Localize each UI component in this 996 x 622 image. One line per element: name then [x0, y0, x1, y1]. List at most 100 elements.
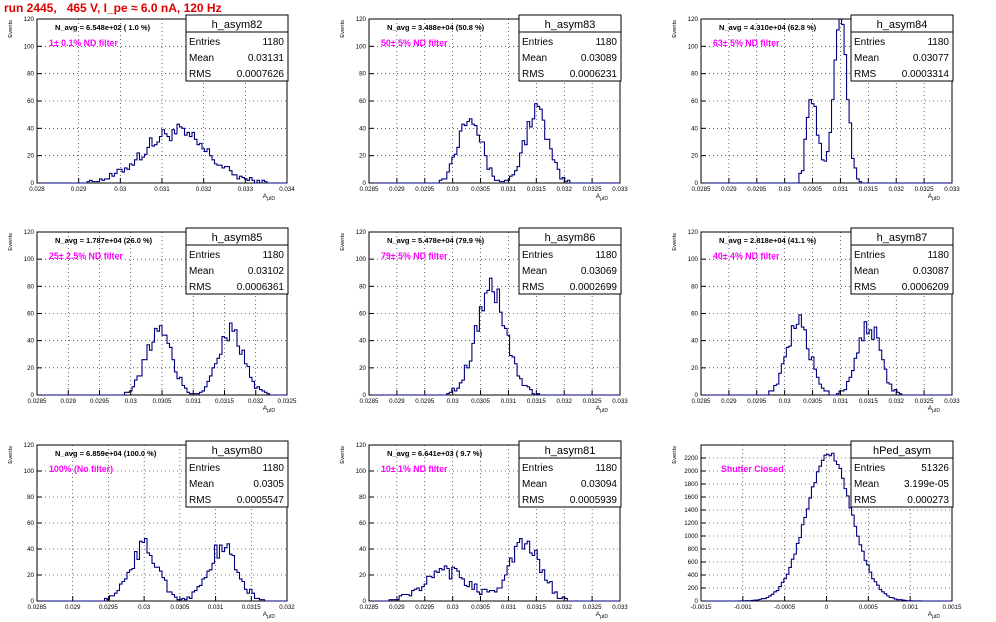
x-axis-title: AμID — [596, 405, 609, 414]
y-tick-label: 80 — [27, 283, 34, 290]
filter-label: 1± 0.1% ND filter — [49, 38, 118, 48]
stats-key-rms: RMS — [189, 69, 212, 80]
x-tick-label: 0.0305 — [170, 604, 189, 611]
x-tick-label: 0.0315 — [527, 398, 546, 405]
y-tick-label: 80 — [359, 71, 366, 78]
x-tick-label: 0.0305 — [803, 398, 822, 405]
page-title: run 2445, 465 V, I_pe ≈ 6.0 nA, 120 Hz — [4, 1, 222, 15]
x-axis-title: AμID — [596, 611, 609, 620]
stats-value-entries: 1180 — [262, 463, 284, 474]
filter-label: 40± 4% ND filter — [713, 251, 780, 261]
stats-box-frame — [850, 440, 954, 508]
x-axis-title: AμID — [928, 611, 941, 620]
y-tick-label: 80 — [359, 283, 366, 290]
y-tick-label: 120 — [688, 16, 699, 23]
x-tick-label: 0.032 — [888, 398, 904, 405]
stats-value-rms: 0.0006231 — [570, 69, 618, 80]
y-tick-label: 40 — [27, 546, 34, 553]
x-axis-title: AμID — [263, 405, 276, 414]
y-tick-label: 20 — [359, 365, 366, 372]
stats-box-frame — [518, 440, 622, 508]
stats-key-rms: RMS — [189, 495, 212, 506]
x-axis-title: AμID — [596, 193, 609, 202]
histogram-line — [37, 123, 287, 184]
stats-box: h_asym85 Entries 1180 Mean 0.03102 RMS 0.00063… — [185, 227, 289, 295]
stats-title: h_asym85 — [212, 232, 263, 244]
x-tick-label: 0.03 — [125, 398, 138, 405]
navg-label: N_avg = 6.548e+02 ( 1.0 %) — [55, 23, 151, 32]
x-tick-label: 0.0285 — [360, 604, 379, 611]
y-tick-label: 20 — [27, 365, 34, 372]
stats-value-entries: 1180 — [262, 250, 284, 261]
x-tick-label: 0.031 — [186, 398, 202, 405]
stats-key-entries: Entries — [189, 37, 220, 48]
x-tick-label: 0.032 — [248, 398, 264, 405]
x-tick-label: 0.03 — [779, 398, 792, 405]
y-tick-label: 1800 — [684, 481, 698, 488]
x-tick-label: 0.033 — [944, 398, 960, 405]
x-tick-label: 0.029 — [389, 604, 405, 611]
stats-key-mean: Mean — [522, 266, 547, 277]
stats-title: h_asym80 — [212, 445, 263, 457]
y-tick-label: 60 — [27, 311, 34, 318]
x-tick-label: 0.0325 — [915, 398, 934, 405]
y-tick-label: 800 — [688, 546, 699, 553]
stats-title: h_asym86 — [545, 232, 596, 244]
x-tick-label: 0.031 — [501, 186, 517, 193]
stats-value-rms: 0.0002699 — [570, 282, 618, 293]
plot-h_asym83: 0.0285 0.029 0.0295 0.03 0.0305 0.031 0.0315 0.… — [340, 14, 628, 202]
x-tick-label: -0.0005 — [774, 604, 796, 611]
stats-value-mean: 0.03094 — [581, 479, 618, 490]
x-axis-subscript: μID — [600, 196, 608, 202]
y-tick-label: 40 — [27, 125, 34, 132]
x-tick-label: 0.029 — [721, 398, 737, 405]
stats-value-entries: 1180 — [927, 250, 949, 261]
x-tick-label: 0.033 — [612, 398, 628, 405]
x-tick-label: 0.0315 — [242, 604, 261, 611]
stats-box-frame — [185, 227, 289, 295]
stats-box: h_asym83 Entries 1180 Mean 0.03089 RMS 0.00062… — [518, 14, 622, 82]
y-tick-label: 20 — [359, 572, 366, 579]
x-tick-label: 0.032 — [279, 604, 295, 611]
stats-key-mean: Mean — [189, 53, 214, 64]
stats-box-frame — [518, 14, 622, 82]
stats-box: h_asym82 Entries 1180 Mean 0.03131 RMS 0.00076… — [185, 14, 289, 82]
x-tick-label: 0.0285 — [28, 398, 47, 405]
x-tick-label: 0.03 — [447, 398, 460, 405]
filter-label: 100% (No filter) — [49, 464, 113, 474]
y-tick-label: 40 — [359, 546, 366, 553]
x-tick-label: 0.0325 — [278, 398, 297, 405]
stats-value-rms: 0.000273 — [907, 495, 949, 506]
stats-box-frame — [518, 227, 622, 295]
stats-value-mean: 0.03087 — [913, 266, 950, 277]
plot-h_asym82: 0.028 0.029 0.03 0.031 0.032 0.033 0.034 0 20 40 6… — [8, 14, 295, 202]
stats-value-mean: 0.03102 — [248, 266, 285, 277]
y-axis-title: Events — [340, 446, 346, 464]
x-tick-label: 0.0285 — [28, 604, 47, 611]
y-tick-label: 100 — [24, 468, 35, 475]
y-tick-label: 80 — [691, 283, 698, 290]
x-tick-label: 0.0315 — [527, 186, 546, 193]
stats-key-entries: Entries — [854, 37, 885, 48]
x-tick-label: 0.001 — [902, 604, 918, 611]
filter-label: 25± 2.5% ND filter — [49, 251, 123, 261]
x-tick-label: 0.03 — [447, 604, 460, 611]
filter-label: Shutter Closed — [721, 464, 784, 474]
y-tick-label: 80 — [359, 494, 366, 501]
x-axis-subscript: μID — [267, 196, 275, 202]
stats-box-frame — [850, 14, 954, 82]
stats-key-entries: Entries — [854, 250, 885, 261]
stats-box: h_asym84 Entries 1180 Mean 0.03077 RMS 0.00033… — [850, 14, 954, 82]
y-tick-label: 60 — [359, 520, 366, 527]
y-tick-label: 600 — [688, 559, 699, 566]
x-tick-label: 0.0295 — [90, 398, 109, 405]
y-tick-label: 20 — [27, 572, 34, 579]
stats-value-entries: 1180 — [595, 463, 617, 474]
x-tick-label: 0.0305 — [153, 398, 172, 405]
stats-title: h_asym81 — [545, 445, 596, 457]
x-tick-label: 0.029 — [65, 604, 81, 611]
stats-value-mean: 0.0305 — [253, 479, 284, 490]
x-tick-label: 0.029 — [389, 186, 405, 193]
stats-value-rms: 0.0005547 — [237, 495, 285, 506]
stats-title: hPed_asym — [873, 445, 931, 457]
